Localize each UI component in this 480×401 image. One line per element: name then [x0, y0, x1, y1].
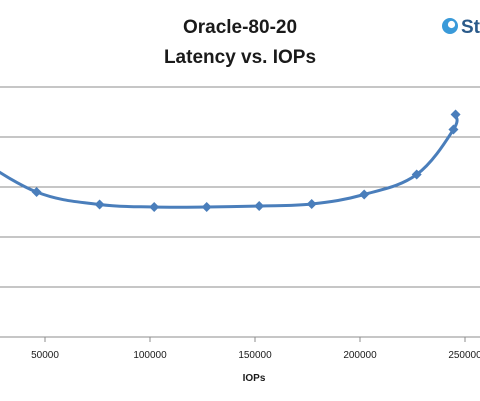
data-point-3	[94, 199, 105, 210]
data-points	[31, 109, 461, 212]
data-point-8	[359, 189, 370, 200]
x-axis-label: IOPs	[243, 373, 266, 384]
x-tick-label-100000: 100000	[133, 350, 167, 361]
x-tick-label-150000: 150000	[238, 350, 272, 361]
logo-text: St	[461, 17, 480, 38]
data-point-4	[149, 202, 160, 212]
x-tick-label-50000: 50000	[31, 350, 59, 361]
x-axis-ticks: 50000 100000 150000 200000 250000	[31, 337, 480, 361]
x-tick-label-250000: 250000	[448, 350, 480, 361]
data-point-2	[31, 187, 42, 197]
data-point-11	[450, 109, 461, 120]
logo-ring-icon	[442, 18, 458, 34]
data-point-6	[254, 201, 265, 211]
x-tick-label-200000: 200000	[343, 350, 377, 361]
logo: St	[442, 17, 480, 38]
series-line	[0, 113, 459, 209]
gridlines	[0, 86, 480, 288]
data-point-7	[306, 199, 317, 209]
chart-title-line-1: Oracle-80-20	[183, 17, 297, 38]
data-point-5	[201, 202, 212, 212]
data-point-10	[448, 124, 459, 135]
chart-title-line-2: Latency vs. IOPs	[164, 47, 316, 68]
data-point-9	[411, 169, 422, 180]
